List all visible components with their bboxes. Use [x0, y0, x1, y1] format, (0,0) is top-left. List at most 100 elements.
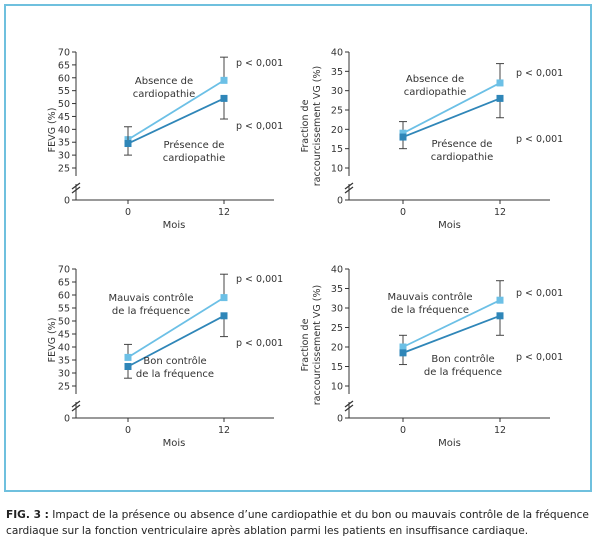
axis-break-mark — [344, 404, 354, 412]
axis-break-mark — [71, 400, 81, 408]
x-axis-label: Mois — [438, 438, 461, 449]
y-tick-label: 0 — [64, 414, 70, 425]
y-tick-label: 0 — [64, 196, 70, 207]
caption-label: FIG. 3 : — [6, 509, 49, 521]
y-tick-label: 40 — [58, 125, 70, 136]
series-point — [399, 343, 407, 351]
y-tick-label: 65 — [58, 60, 70, 71]
series-line — [127, 315, 225, 368]
series-label: Bon contrôle de la fréquence — [424, 353, 502, 378]
y-tick-label: 40 — [331, 265, 343, 276]
series-point — [399, 129, 407, 137]
y-axis-label: FEVG (%) — [47, 108, 58, 153]
series-label: Absence de cardiopathie — [133, 76, 195, 100]
x-tick-label: 12 — [494, 425, 506, 436]
series-point — [220, 94, 228, 102]
y-tick-label: 0 — [337, 196, 343, 207]
y-tick-label: 40 — [331, 48, 343, 59]
series-point — [399, 349, 407, 357]
chart-panel-4: 0 10 15 20 25 30 35 40 0 12 Mois Fraction deraccour… — [300, 265, 563, 450]
y-tick-label: 70 — [58, 265, 70, 276]
y-tick-label: 35 — [331, 67, 343, 78]
y-tick-label: 60 — [58, 73, 70, 84]
y-tick-label: 10 — [331, 164, 343, 175]
series-line — [402, 82, 501, 134]
y-tick-label: 10 — [331, 382, 343, 393]
x-tick-label: 12 — [218, 207, 230, 218]
series-point — [220, 76, 228, 84]
p-value-label: p < 0,001 — [516, 288, 563, 299]
x-axis-label: Mois — [163, 220, 186, 231]
y-tick-label: 30 — [331, 86, 343, 97]
x-tick-label: 0 — [400, 425, 406, 436]
y-tick-label: 35 — [331, 284, 343, 295]
p-value-label: p < 0,001 — [236, 274, 283, 285]
y-tick-label: 20 — [331, 343, 343, 354]
x-tick-label: 12 — [494, 207, 506, 218]
chart-panel-3: 0 25 30 35 40 45 50 55 60 65 70 0 12 Mois FEVG (%) Mauv… — [47, 265, 283, 450]
y-tick-label: 30 — [331, 304, 343, 315]
p-value-label: p < 0,001 — [516, 134, 563, 145]
x-tick-label: 12 — [218, 425, 230, 436]
chart-panel-2: 0 10 15 20 25 30 35 40 0 12 Mois Fraction deraccour… — [300, 48, 563, 232]
y-tick-label: 25 — [331, 323, 343, 334]
y-tick-label: 20 — [331, 125, 343, 136]
series-point — [399, 133, 407, 141]
series-label: Mauvais contrôle de la fréquence — [387, 291, 472, 316]
figure-caption: FIG. 3 : Impact de la présence ou absenc… — [6, 507, 596, 539]
y-tick-label: 40 — [58, 343, 70, 354]
y-tick-label: 25 — [58, 382, 70, 393]
series-label: Absence de cardiopathie — [404, 74, 466, 98]
series-line — [402, 299, 501, 348]
y-tick-label: 55 — [58, 86, 70, 97]
series-label: Bon contrôle de la fréquence — [136, 355, 214, 380]
y-tick-label: 35 — [58, 138, 70, 149]
series-label: Présence de cardiopathie — [163, 139, 225, 164]
series-label: Présence de cardiopathie — [431, 138, 493, 163]
y-tick-label: 45 — [58, 112, 70, 123]
y-axis-label: Fraction deraccourcissement VG (%) — [300, 285, 323, 406]
y-axis-label: Fraction deraccourcissement VG (%) — [300, 66, 323, 187]
series-point — [496, 312, 504, 320]
axis-break-mark — [71, 186, 81, 194]
series-label: Mauvais contrôle de la fréquence — [108, 292, 193, 317]
y-tick-label: 15 — [331, 362, 343, 373]
y-tick-label: 45 — [58, 330, 70, 341]
x-axis-label: Mois — [438, 220, 461, 231]
series-point — [220, 294, 228, 302]
y-tick-label: 25 — [58, 164, 70, 175]
caption-text: Impact de la présence ou absence d’une c… — [6, 509, 589, 537]
series-line — [127, 97, 225, 145]
y-tick-label: 30 — [58, 151, 70, 162]
y-axis-label: FEVG (%) — [47, 318, 58, 363]
series-point — [496, 296, 504, 304]
p-value-label: p < 0,001 — [516, 68, 563, 79]
series-line — [402, 314, 501, 354]
p-value-label: p < 0,001 — [516, 352, 563, 363]
y-tick-label: 35 — [58, 356, 70, 367]
y-tick-label: 55 — [58, 304, 70, 315]
axis-break-mark — [344, 182, 354, 190]
p-value-label: p < 0,001 — [236, 338, 283, 349]
y-tick-label: 70 — [58, 48, 70, 59]
series-point — [220, 312, 228, 320]
x-tick-label: 0 — [125, 207, 131, 218]
series-point — [124, 363, 132, 370]
p-value-label: p < 0,001 — [236, 58, 283, 69]
axis-break-mark — [344, 400, 354, 408]
y-tick-label: 15 — [331, 144, 343, 155]
y-tick-label: 60 — [58, 291, 70, 302]
series-point — [496, 79, 504, 87]
series-line — [402, 97, 501, 138]
x-tick-label: 0 — [400, 207, 406, 218]
series-point — [496, 94, 504, 102]
series-point — [124, 140, 132, 148]
p-value-label: p < 0,001 — [236, 121, 283, 132]
y-tick-label: 50 — [58, 317, 70, 328]
y-tick-label: 0 — [337, 414, 343, 425]
series-point — [124, 353, 132, 361]
y-tick-label: 25 — [331, 106, 343, 117]
axis-break-mark — [344, 186, 354, 194]
